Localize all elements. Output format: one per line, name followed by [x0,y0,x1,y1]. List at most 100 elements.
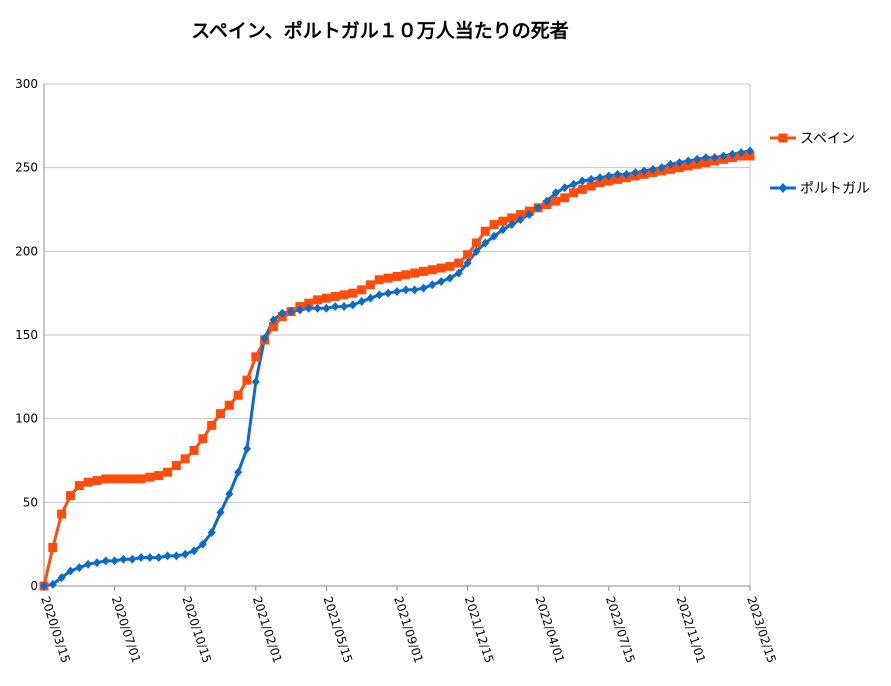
data-point-portugal [384,288,393,298]
data-point-portugal [110,556,119,566]
data-point-spain [92,476,102,486]
data-point-spain [410,268,420,278]
axes [43,84,751,591]
data-point-portugal [207,527,216,537]
data-point-spain [189,445,199,455]
y-tick-label: 0 [30,579,38,593]
data-point-portugal [304,303,313,313]
data-point-portugal [172,551,181,561]
data-point-spain [65,491,75,501]
data-point-spain [595,178,605,188]
data-point-portugal [366,293,375,303]
data-point-spain [480,226,490,236]
data-point-portugal [313,303,322,313]
data-point-spain [304,298,314,308]
data-point-spain [427,265,437,275]
data-point-portugal [242,444,251,454]
data-point-spain [507,213,517,223]
x-tick-label: 2022/11/01 [674,595,709,665]
data-point-portugal [684,156,693,166]
data-point-portugal [145,553,154,563]
y-tick-label: 200 [15,244,38,258]
data-point-portugal [393,286,401,296]
data-point-spain [101,474,111,484]
legend-marker-diamond [778,183,788,193]
data-point-spain [471,238,481,248]
y-tick-label: 250 [15,161,38,175]
data-point-spain [701,158,711,168]
data-point-portugal [287,307,296,317]
data-point-spain [674,163,684,173]
x-tick-label: 2022/07/15 [603,595,638,665]
data-point-spain [498,216,508,226]
data-point-spain [392,271,402,281]
data-point-spain [127,474,137,484]
data-point-portugal [657,163,666,173]
data-point-portugal [613,169,622,179]
chart-title: スペイン、ポルトガル１０万人当たりの死者 [191,19,569,42]
data-point-portugal [551,188,560,198]
data-point-portugal [348,300,357,310]
y-tick-label: 100 [15,412,38,426]
data-point-spain [604,176,614,186]
data-point-spain [48,543,58,553]
data-point-spain [313,295,323,305]
data-point-portugal [746,146,754,156]
data-point-portugal [154,553,163,563]
data-point-spain [163,467,173,477]
data-point-portugal [604,171,613,181]
data-point-spain [560,193,570,203]
data-point-portugal [622,169,631,179]
data-point-portugal [198,539,207,549]
data-point-portugal [507,220,516,230]
data-point-spain [463,250,473,260]
data-point-portugal [278,308,287,318]
data-point-portugal [428,280,437,290]
data-point-spain [551,196,561,206]
y-tick-label: 50 [23,495,38,509]
data-point-portugal [225,489,234,499]
data-point-portugal [437,276,446,286]
data-point-portugal [516,215,525,225]
y-tick-label: 150 [15,328,38,342]
data-point-spain [401,270,411,280]
data-point-spain [357,285,367,295]
x-tick-label: 2020/03/15 [38,595,73,665]
data-point-portugal [472,246,481,256]
x-tick-label: 2020/07/01 [109,595,144,665]
data-point-spain [330,292,340,302]
series-line-portugal [43,149,751,588]
data-point-portugal [101,556,110,566]
data-point-spain [216,409,225,419]
data-point-spain [118,474,128,484]
data-point-spain [171,461,181,471]
gridlines [44,83,750,503]
data-point-portugal [340,302,349,312]
data-point-spain [516,210,526,220]
data-point-portugal [569,179,578,189]
data-point-spain [198,434,208,444]
data-point-spain [366,280,376,290]
x-tick-label: 2021/05/15 [321,595,356,665]
data-point-spain [207,420,217,430]
data-point-portugal [40,581,48,591]
data-point-spain [666,164,676,174]
data-point-portugal [251,377,260,387]
data-point-portugal [631,168,640,178]
data-point-portugal [57,573,66,583]
data-point-portugal [234,467,243,477]
data-point-spain [224,400,234,410]
data-point-spain [233,390,243,400]
data-point-portugal [410,285,419,295]
data-point-portugal [525,210,534,220]
data-point-spain [145,472,155,482]
data-point-portugal [675,158,684,168]
data-point-portugal [587,174,596,184]
data-point-spain [692,159,702,169]
legend-label: ポルトガル [800,181,870,197]
data-point-spain [74,481,84,491]
data-point-spain [489,220,499,230]
data-point-portugal [66,566,75,576]
